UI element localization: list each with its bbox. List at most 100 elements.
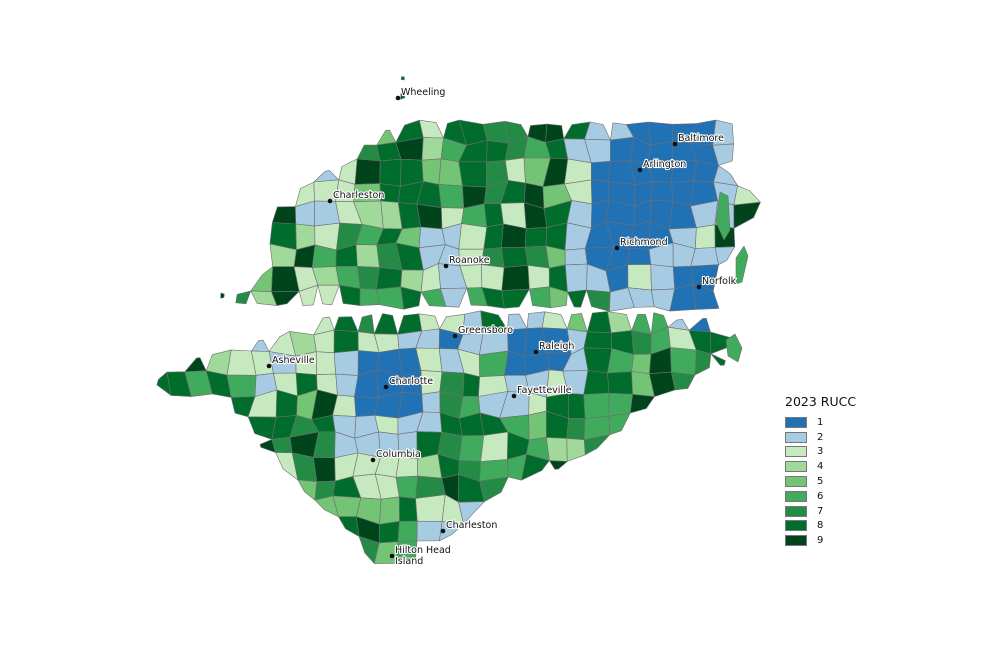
- county-polygon: [184, 357, 207, 373]
- city-marker: Raleigh: [533, 340, 575, 355]
- county-polygon: [590, 161, 611, 183]
- legend-label: 6: [817, 490, 824, 502]
- city-dot: [452, 333, 458, 339]
- county-polygon: [564, 263, 588, 293]
- legend-label: 1: [817, 416, 824, 428]
- city-dot: [383, 384, 389, 390]
- county-polygon: [694, 224, 716, 249]
- county-polygon: [627, 248, 652, 266]
- county-polygon: [415, 494, 446, 522]
- city-marker: Arlington: [637, 158, 687, 173]
- county-polygon: [608, 392, 634, 417]
- city-marker: Charleston: [440, 519, 498, 534]
- county-polygon: [419, 119, 444, 139]
- county-polygon: [714, 246, 736, 266]
- city-layer: Wheeling Baltimore Arlington Charleston Rich…: [266, 86, 738, 568]
- city-dot: [672, 141, 678, 147]
- county-polygon: [314, 200, 341, 227]
- county-layer: [156, 76, 761, 564]
- county-polygon: [564, 158, 592, 185]
- legend-swatch: [785, 535, 807, 547]
- county-polygon: [583, 331, 613, 349]
- city-marker: Wheeling: [395, 86, 447, 101]
- county-polygon: [564, 248, 588, 266]
- county-polygon: [439, 521, 464, 542]
- county-polygon: [271, 436, 293, 454]
- county-polygon: [416, 520, 443, 542]
- county-polygon: [317, 284, 340, 306]
- county-polygon: [607, 311, 632, 334]
- city-label: Raleigh: [539, 341, 574, 352]
- legend-item: 1: [785, 415, 905, 430]
- county-polygon: [671, 371, 696, 391]
- city-marker: Roanoke: [443, 254, 491, 269]
- county-polygon: [333, 329, 359, 354]
- legend-label: 8: [817, 520, 824, 532]
- legend-swatch: [785, 505, 807, 517]
- county-polygon: [418, 313, 440, 332]
- county-polygon: [501, 264, 530, 291]
- county-polygon: [521, 453, 550, 481]
- county-polygon: [583, 434, 611, 456]
- county-polygon: [356, 144, 381, 162]
- county-polygon: [458, 161, 487, 188]
- county-polygon: [339, 284, 361, 306]
- city-label: Arlington: [643, 159, 686, 170]
- county-polygon: [529, 286, 551, 309]
- city-label: Greensboro: [458, 325, 513, 336]
- county-polygon: [400, 93, 406, 100]
- city-dot: [389, 553, 395, 559]
- legend-label: 9: [817, 535, 824, 547]
- county-polygon: [480, 431, 509, 462]
- city-label: Hilton Head Island: [395, 545, 451, 567]
- city-label: Wheeling: [401, 87, 445, 98]
- city-dot: [614, 245, 620, 251]
- county-polygon: [397, 520, 418, 543]
- county-polygon: [418, 226, 446, 248]
- city-label: Columbia: [376, 449, 421, 460]
- county-polygon: [583, 370, 610, 395]
- county-polygon: [400, 286, 422, 310]
- legend-title: 2023 RUCC: [785, 394, 857, 409]
- county-polygon: [566, 418, 586, 441]
- legend-swatch: [785, 446, 807, 458]
- county-polygon: [567, 289, 587, 308]
- county-polygon: [486, 140, 509, 163]
- county-polygon: [333, 316, 359, 333]
- county-polygon: [416, 453, 443, 479]
- county-polygon: [481, 264, 505, 291]
- county-polygon: [395, 540, 418, 564]
- county-polygon: [549, 286, 568, 309]
- county-polygon: [627, 264, 652, 291]
- county-polygon: [694, 349, 712, 376]
- county-polygon: [458, 501, 485, 525]
- city-label: Richmond: [620, 237, 668, 248]
- city-marker: Richmond: [614, 236, 669, 251]
- legend-swatch: [785, 490, 807, 502]
- county-polygon: [524, 245, 550, 269]
- county-polygon: [650, 264, 676, 291]
- county-polygon: [416, 203, 443, 230]
- county-polygon: [375, 286, 405, 310]
- county-polygon: [648, 121, 673, 146]
- legend-item: 6: [785, 489, 905, 504]
- county-polygon: [692, 283, 720, 310]
- legend-item: 5: [785, 474, 905, 489]
- county-polygon: [297, 479, 318, 501]
- county-polygon: [715, 191, 731, 241]
- city-marker: Hilton Head Island: [389, 544, 452, 568]
- county-polygon: [541, 311, 568, 330]
- county-polygon: [333, 350, 359, 376]
- county-polygon: [375, 267, 403, 290]
- county-polygon: [586, 311, 612, 334]
- map-legend: 2023 RUCC 1 2 3 4 5 6 7 8 9: [785, 394, 905, 548]
- county-polygon: [483, 203, 504, 228]
- city-dot: [327, 198, 333, 204]
- county-polygon: [271, 206, 297, 225]
- county-polygon: [421, 391, 441, 413]
- county-polygon: [590, 179, 610, 205]
- legend-swatch: [785, 416, 807, 428]
- legend-label: 2: [817, 431, 824, 443]
